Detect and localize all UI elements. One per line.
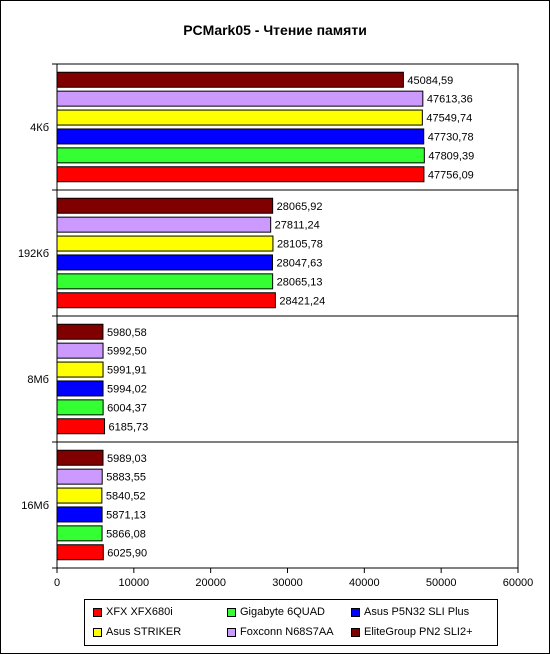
legend-label: XFX XFX680i [106, 606, 173, 618]
legend-swatch [227, 607, 236, 617]
category-label: 16Мб [21, 500, 49, 512]
data-label: 6185,73 [109, 421, 149, 433]
chart-title: PCMark05 - Чтение памяти [183, 22, 367, 38]
legend: XFX XFX680i Gigabyte 6QUAD Asus P5N32 SL… [84, 599, 498, 646]
bar [56, 525, 103, 542]
bar [56, 544, 104, 561]
bar [56, 128, 425, 145]
x-tick-label: 20000 [195, 577, 226, 589]
data-label: 47613,36 [427, 94, 473, 106]
legend-item: Asus STRIKER [93, 626, 181, 638]
bar [56, 342, 104, 359]
data-label: 28421,24 [279, 295, 325, 307]
bar [56, 273, 274, 290]
data-label: 47730,78 [428, 131, 474, 143]
bar [56, 361, 104, 378]
bar [56, 323, 104, 340]
data-label: 28065,92 [277, 201, 323, 213]
legend-item: Asus P5N32 SLI Plus [351, 606, 469, 618]
data-label: 5991,91 [107, 365, 147, 377]
legend-label: EliteGroup PN2 SLI2+ [364, 626, 473, 638]
legend-swatch [227, 627, 236, 637]
x-tick-label: 60000 [503, 577, 534, 589]
x-tick-label: 30000 [272, 577, 303, 589]
bar [56, 468, 103, 485]
data-label: 28105,78 [277, 239, 323, 251]
data-label: 6025,90 [107, 547, 147, 559]
data-label: 45084,59 [407, 75, 453, 87]
legend-swatch [93, 627, 102, 637]
data-label: 5994,02 [107, 383, 147, 395]
bar [56, 216, 272, 233]
data-label: 5980,58 [107, 327, 147, 339]
bar [56, 235, 274, 252]
data-label: 47809,39 [428, 150, 474, 162]
data-label: 47549,74 [426, 113, 472, 125]
bar [56, 254, 273, 271]
data-label: 27811,24 [275, 220, 320, 232]
bar [56, 487, 103, 504]
legend-item: Gigabyte 6QUAD [227, 606, 325, 618]
x-tick-label: 40000 [349, 577, 380, 589]
legend-label: Foxconn N68S7AA [240, 626, 334, 638]
bar [56, 166, 425, 183]
data-label: 5871,13 [106, 509, 146, 521]
x-tick-label: 10000 [119, 577, 150, 589]
bar [56, 418, 106, 435]
legend-label: Gigabyte 6QUAD [240, 606, 325, 618]
category-label: 192Кб [18, 248, 49, 260]
x-tick-label: 0 [54, 577, 60, 589]
bar [56, 380, 104, 397]
data-label: 28065,13 [277, 276, 323, 288]
legend-swatch [351, 607, 360, 617]
legend-item: XFX XFX680i [93, 606, 173, 618]
data-label: 5866,08 [106, 528, 146, 540]
legend-item: EliteGroup PN2 SLI2+ [351, 626, 473, 638]
data-label: 28047,63 [276, 257, 322, 269]
legend-item: Foxconn N68S7AA [227, 626, 334, 638]
category-label: 8Мб [27, 374, 49, 386]
bar [56, 399, 104, 416]
bar [56, 292, 276, 309]
data-label: 5989,03 [107, 453, 147, 465]
data-label: 47756,09 [428, 169, 474, 181]
legend-label: Asus STRIKER [106, 626, 182, 638]
bar [56, 90, 424, 107]
bar [56, 147, 425, 164]
category-label: 4Кб [30, 122, 49, 134]
bar [56, 109, 423, 126]
legend-swatch [93, 607, 102, 617]
data-label: 5883,55 [106, 472, 146, 484]
x-tick-label: 50000 [426, 577, 457, 589]
bar [56, 506, 103, 523]
legend-swatch [351, 627, 360, 637]
bar [56, 197, 274, 214]
data-label: 6004,37 [107, 402, 147, 414]
legend-label: Asus P5N32 SLI Plus [364, 606, 470, 618]
data-label: 5992,50 [107, 346, 147, 358]
data-label: 5840,52 [106, 491, 146, 503]
bar [56, 71, 404, 88]
bar [56, 449, 104, 466]
